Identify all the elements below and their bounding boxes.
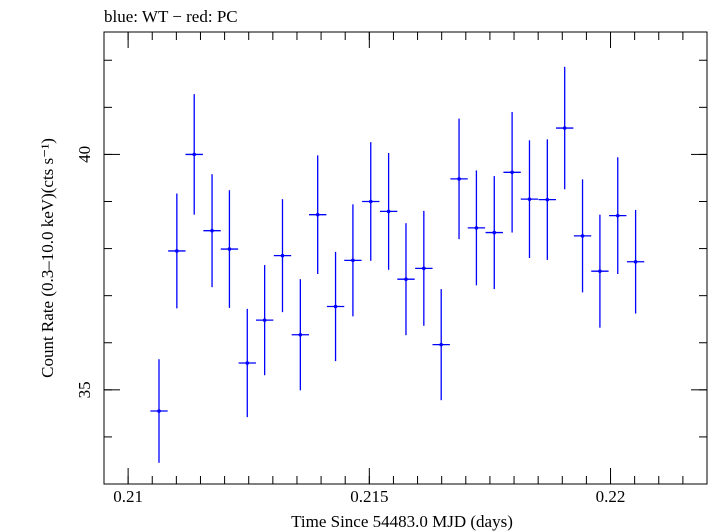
data-point xyxy=(326,251,345,362)
point-marker xyxy=(157,409,161,413)
data-point xyxy=(220,190,239,308)
point-marker xyxy=(474,226,479,230)
point-marker xyxy=(527,197,532,201)
data-point xyxy=(168,193,186,309)
data-point xyxy=(450,118,468,240)
data-point xyxy=(203,174,221,288)
data-point xyxy=(520,140,539,258)
point-marker xyxy=(351,258,355,263)
data-point xyxy=(255,265,274,376)
data-point xyxy=(415,210,433,326)
point-marker xyxy=(562,126,567,130)
data-points xyxy=(150,66,645,463)
data-point xyxy=(538,139,557,260)
data-point xyxy=(591,214,609,328)
point-marker xyxy=(210,228,214,233)
data-point xyxy=(556,66,574,190)
point-marker xyxy=(510,170,514,175)
x-tick-label: 0.22 xyxy=(596,487,626,506)
data-point xyxy=(609,157,627,275)
x-axis-label: Time Since 54483.0 MJD (days) xyxy=(291,512,513,531)
data-point xyxy=(397,223,415,336)
data-point xyxy=(291,279,310,391)
y-axis-label: Count Rate (0.3–10.0 keV)(cts s⁻¹) xyxy=(38,138,57,378)
data-point xyxy=(150,359,168,463)
point-marker xyxy=(227,247,232,251)
axis-ticks xyxy=(103,32,708,485)
point-marker xyxy=(333,304,338,309)
data-point xyxy=(467,170,486,286)
data-point xyxy=(309,155,327,275)
plot-frame xyxy=(103,31,708,485)
axis-tick-labels: 0.21 0.215 0.22 35 40 xyxy=(75,146,625,506)
point-marker xyxy=(175,249,179,253)
point-marker xyxy=(262,318,267,322)
point-marker xyxy=(298,332,303,337)
point-marker xyxy=(457,177,461,181)
y-tick-label: 35 xyxy=(75,381,94,398)
data-point xyxy=(485,176,503,290)
point-marker xyxy=(580,234,585,238)
point-marker xyxy=(245,361,250,365)
data-point xyxy=(432,289,450,401)
point-marker xyxy=(368,199,373,204)
point-marker xyxy=(422,266,426,271)
point-marker xyxy=(192,152,197,157)
data-point xyxy=(185,94,203,215)
data-point xyxy=(573,179,592,293)
data-point xyxy=(379,153,398,270)
point-marker xyxy=(598,269,602,273)
data-point xyxy=(273,199,292,313)
point-marker xyxy=(386,209,391,214)
x-tick-label: 0.215 xyxy=(350,487,388,506)
y-tick-label: 40 xyxy=(75,146,94,163)
data-point xyxy=(626,209,645,314)
data-point xyxy=(344,204,362,317)
point-marker xyxy=(492,230,497,235)
chart-title: blue: WT − red: PC xyxy=(104,7,238,26)
data-point xyxy=(362,142,380,261)
data-point xyxy=(238,308,256,418)
point-marker xyxy=(280,253,285,258)
point-marker xyxy=(633,259,638,264)
point-marker xyxy=(545,197,550,202)
data-point xyxy=(503,112,521,233)
point-marker xyxy=(439,342,443,347)
point-marker xyxy=(404,277,408,281)
x-tick-label: 0.21 xyxy=(113,487,143,506)
point-marker xyxy=(315,212,320,217)
point-marker xyxy=(615,213,620,218)
